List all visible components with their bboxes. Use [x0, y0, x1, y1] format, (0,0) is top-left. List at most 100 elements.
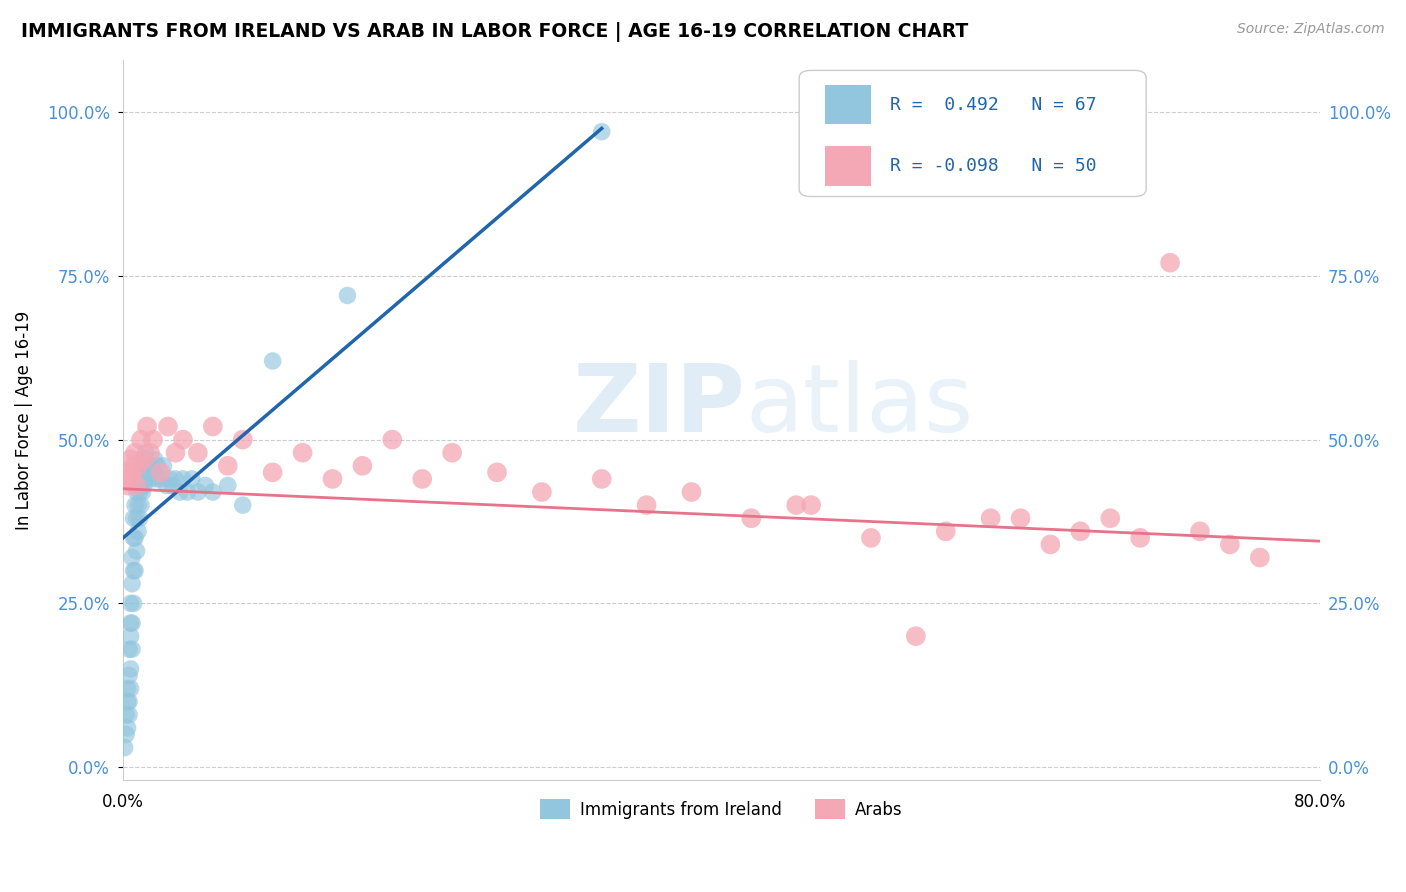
Point [125, 485, 148, 500]
Point [152, 458, 174, 473]
Point [118, 466, 141, 480]
Point [904, 629, 927, 643]
Point [1219, 537, 1241, 551]
Point [121, 472, 143, 486]
Point [187, 485, 209, 500]
Point [441, 446, 464, 460]
Point [740, 511, 762, 525]
Point [142, 466, 165, 480]
Point [136, 419, 159, 434]
Point [124, 446, 146, 460]
Point [125, 511, 148, 525]
Point [120, 662, 142, 676]
Point [124, 564, 146, 578]
Point [1129, 531, 1152, 545]
Text: ZIP: ZIP [572, 359, 745, 451]
Point [128, 485, 150, 500]
Point [1249, 550, 1271, 565]
Point [136, 466, 159, 480]
Point [143, 452, 166, 467]
Point [117, 721, 139, 735]
Point [122, 596, 145, 610]
Point [127, 524, 149, 539]
Point [1039, 537, 1062, 551]
Point [139, 446, 162, 460]
Point [115, 727, 138, 741]
Point [145, 472, 167, 486]
Point [122, 531, 145, 545]
Point [785, 498, 807, 512]
Point [381, 433, 404, 447]
Point [115, 707, 138, 722]
Text: R =  0.492   N = 67: R = 0.492 N = 67 [890, 95, 1097, 113]
Point [169, 485, 191, 500]
Point [681, 485, 703, 500]
Point [336, 288, 359, 302]
Point [262, 466, 284, 480]
Point [115, 472, 138, 486]
Point [118, 707, 141, 722]
Point [321, 472, 343, 486]
Point [141, 458, 163, 473]
Point [134, 472, 156, 486]
Point [155, 478, 177, 492]
Point [172, 472, 194, 486]
Point [176, 485, 198, 500]
Point [149, 472, 172, 486]
Point [201, 419, 224, 434]
Point [120, 615, 142, 630]
Point [485, 466, 508, 480]
Point [149, 466, 172, 480]
Point [120, 629, 142, 643]
Point [1159, 256, 1181, 270]
Point [187, 446, 209, 460]
Point [117, 681, 139, 696]
Point [217, 458, 239, 473]
Point [124, 531, 146, 545]
Point [120, 596, 142, 610]
Point [232, 433, 254, 447]
Point [132, 452, 155, 467]
Point [165, 446, 187, 460]
Y-axis label: In Labor Force | Age 16-19: In Labor Force | Age 16-19 [15, 310, 32, 530]
Point [129, 433, 152, 447]
Point [591, 472, 613, 486]
Point [120, 681, 142, 696]
Point [194, 478, 217, 492]
Point [156, 419, 179, 434]
Point [118, 668, 141, 682]
Point [118, 695, 141, 709]
Point [146, 458, 169, 473]
Point [121, 615, 143, 630]
Point [636, 498, 658, 512]
Point [180, 472, 202, 486]
Point [800, 498, 823, 512]
Point [217, 478, 239, 492]
Point [132, 452, 155, 467]
Point [935, 524, 957, 539]
Point [980, 511, 1002, 525]
Point [120, 452, 142, 467]
Text: IMMIGRANTS FROM IRELAND VS ARAB IN LABOR FORCE | AGE 16-19 CORRELATION CHART: IMMIGRANTS FROM IRELAND VS ARAB IN LABOR… [21, 22, 969, 42]
Point [291, 446, 314, 460]
Point [1010, 511, 1032, 525]
Point [591, 125, 613, 139]
Point [172, 433, 194, 447]
Text: atlas: atlas [745, 359, 973, 451]
Point [262, 354, 284, 368]
Text: R = -0.098   N = 50: R = -0.098 N = 50 [890, 157, 1097, 175]
Point [165, 472, 187, 486]
FancyBboxPatch shape [825, 146, 870, 186]
Point [114, 740, 136, 755]
Point [232, 498, 254, 512]
Point [121, 576, 143, 591]
Text: Source: ZipAtlas.com: Source: ZipAtlas.com [1237, 22, 1385, 37]
Point [117, 478, 139, 492]
Point [162, 478, 184, 492]
Point [118, 642, 141, 657]
FancyBboxPatch shape [825, 85, 870, 125]
Point [1069, 524, 1091, 539]
Point [122, 564, 145, 578]
Point [125, 544, 148, 558]
Point [117, 695, 139, 709]
